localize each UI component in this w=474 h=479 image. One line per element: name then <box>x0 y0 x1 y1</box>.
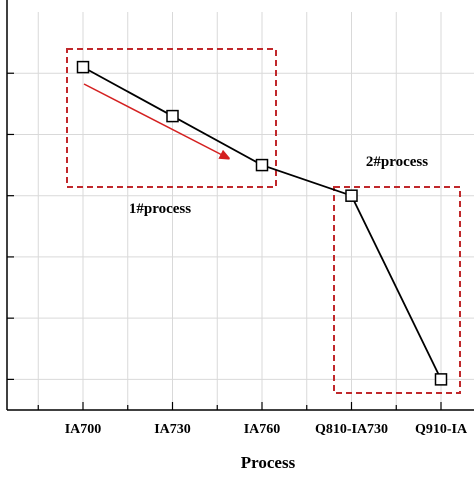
process-2-box <box>333 186 461 394</box>
axes: IA700 IA730 IA760 Q810-IA730 Q910-IA <box>6 0 474 437</box>
process-2-label: 2#process <box>366 154 428 170</box>
x-tick-label: IA700 <box>65 422 102 437</box>
series <box>76 60 448 386</box>
annotations: 1#process 2#process <box>66 48 461 394</box>
data-point-ia760 <box>255 158 269 172</box>
x-axis-label: Process <box>241 453 296 472</box>
data-point-ia730 <box>166 109 179 123</box>
data-point-ia700 <box>76 60 90 74</box>
process-1-box <box>66 48 277 188</box>
data-point-q810-ia730 <box>345 189 358 202</box>
data-point-q910-ia <box>434 373 448 386</box>
process-1-label: 1#process <box>129 201 191 217</box>
x-tick-label: Q910-IA <box>415 422 468 437</box>
x-tick-label: IA730 <box>154 422 191 437</box>
trend-arrow <box>83 83 226 157</box>
x-tick-label: IA760 <box>244 422 281 437</box>
x-tick-label: Q810-IA730 <box>315 422 388 437</box>
